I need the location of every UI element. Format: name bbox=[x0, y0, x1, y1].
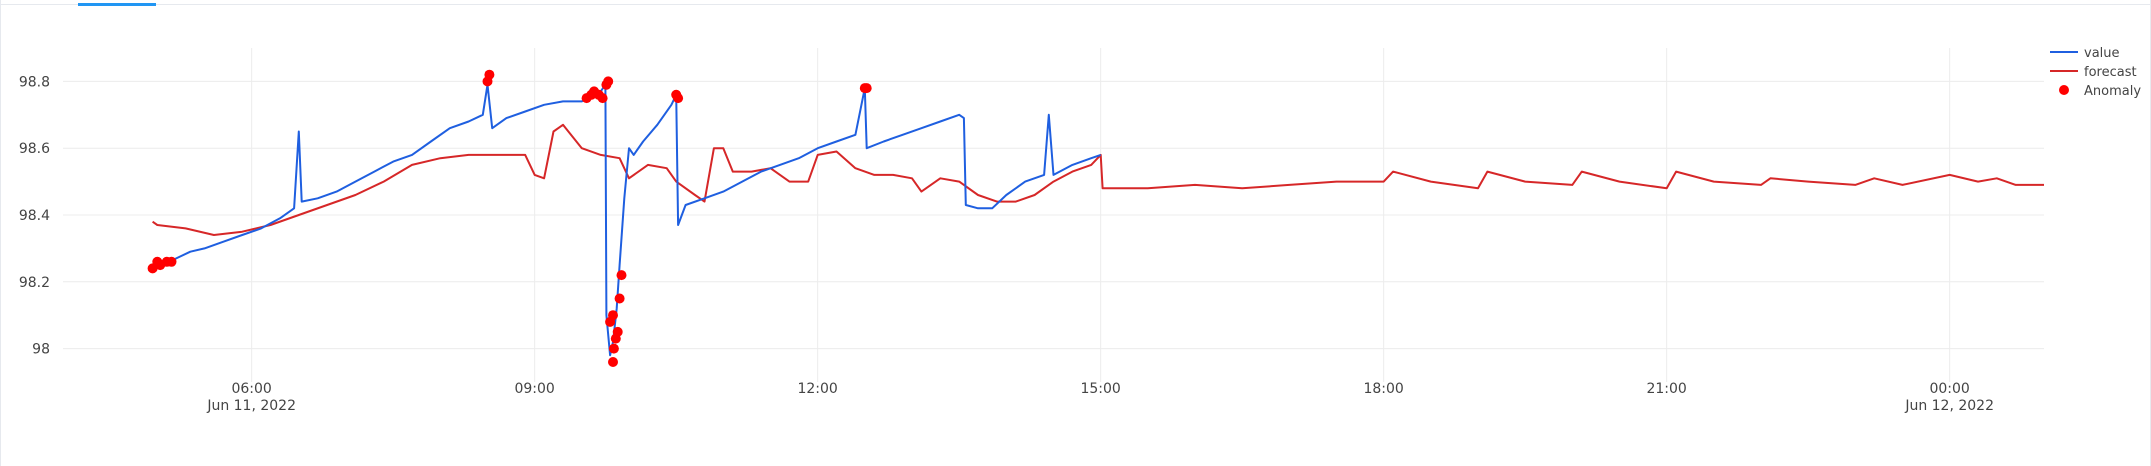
legend-label-value: value bbox=[2084, 46, 2120, 61]
legend-label-forecast: forecast bbox=[2084, 65, 2137, 80]
legend: value forecast Anomaly bbox=[2050, 46, 2141, 99]
legend-marker-anomaly bbox=[2059, 85, 2069, 95]
x-tick-label: 06:00 bbox=[231, 381, 271, 397]
y-tick-label: 98.8 bbox=[19, 74, 50, 90]
y-axis-ticks: 98 98.2 98.4 98.6 98.8 bbox=[19, 74, 50, 357]
x-tick-label: 00:00 bbox=[1929, 381, 1969, 397]
series-line-value bbox=[152, 83, 1102, 357]
x-tick-label: 15:00 bbox=[1080, 381, 1120, 397]
series-lines bbox=[152, 83, 2044, 357]
active-tab-indicator[interactable] bbox=[78, 3, 156, 6]
anomaly-point bbox=[608, 310, 618, 321]
anomaly-point bbox=[166, 256, 177, 267]
grid-lines bbox=[63, 48, 2044, 382]
anomaly-point bbox=[597, 93, 608, 104]
anomaly-point bbox=[612, 326, 623, 337]
anomaly-point bbox=[608, 343, 619, 354]
anomaly-point bbox=[614, 293, 625, 304]
x-tick-date: Jun 11, 2022 bbox=[206, 398, 296, 414]
y-tick-label: 98 bbox=[32, 342, 50, 358]
x-tick-date: Jun 12, 2022 bbox=[1904, 398, 1994, 414]
anomaly-markers bbox=[147, 69, 872, 367]
x-tick-label: 21:00 bbox=[1646, 381, 1686, 397]
y-tick-label: 98.6 bbox=[19, 141, 50, 157]
y-tick-label: 98.2 bbox=[19, 275, 50, 291]
anomaly-point bbox=[861, 83, 872, 94]
top-divider bbox=[0, 4, 2151, 5]
y-tick-label: 98.4 bbox=[19, 208, 50, 224]
x-tick-label: 18:00 bbox=[1363, 381, 1403, 397]
x-tick-label: 12:00 bbox=[797, 381, 837, 397]
anomaly-point bbox=[603, 76, 614, 87]
series-line-forecast bbox=[152, 123, 2044, 236]
anomaly-point bbox=[616, 270, 627, 281]
anomaly-point bbox=[673, 93, 684, 104]
anomaly-point bbox=[608, 357, 618, 367]
legend-label-anomaly: Anomaly bbox=[2084, 84, 2141, 99]
anomaly-point bbox=[484, 69, 495, 80]
x-tick-label: 09:00 bbox=[514, 381, 554, 397]
